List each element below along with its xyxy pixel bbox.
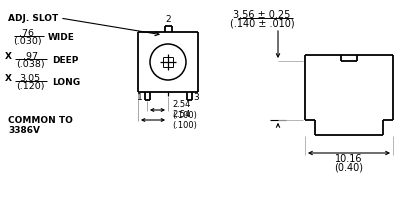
Text: X: X [5,74,12,83]
Text: 3.56 ± 0.25: 3.56 ± 0.25 [233,10,291,20]
Text: .76: .76 [20,29,34,38]
Text: DEEP: DEEP [52,56,78,65]
Text: 2.54: 2.54 [172,100,190,109]
Text: (.100): (.100) [172,111,197,120]
Text: 3.05: 3.05 [20,74,40,83]
Text: (.038): (.038) [16,60,44,69]
Text: COMMON TO
3386V: COMMON TO 3386V [8,116,73,135]
Text: (.140 ± .010): (.140 ± .010) [230,19,294,29]
Text: X: X [5,52,12,61]
Text: (.120): (.120) [16,82,44,91]
Text: (0.40): (0.40) [334,162,364,172]
Text: 2.54: 2.54 [172,110,190,119]
Text: WIDE: WIDE [48,32,75,41]
Text: 10.16: 10.16 [335,154,363,164]
Text: 1: 1 [137,93,143,102]
Text: ADJ. SLOT: ADJ. SLOT [8,14,58,23]
Text: 2: 2 [165,15,171,24]
Text: (.100): (.100) [172,121,197,130]
Text: 3: 3 [193,93,199,102]
Text: (.030): (.030) [13,37,41,46]
Text: LONG: LONG [52,78,80,87]
Text: .97: .97 [22,52,38,61]
